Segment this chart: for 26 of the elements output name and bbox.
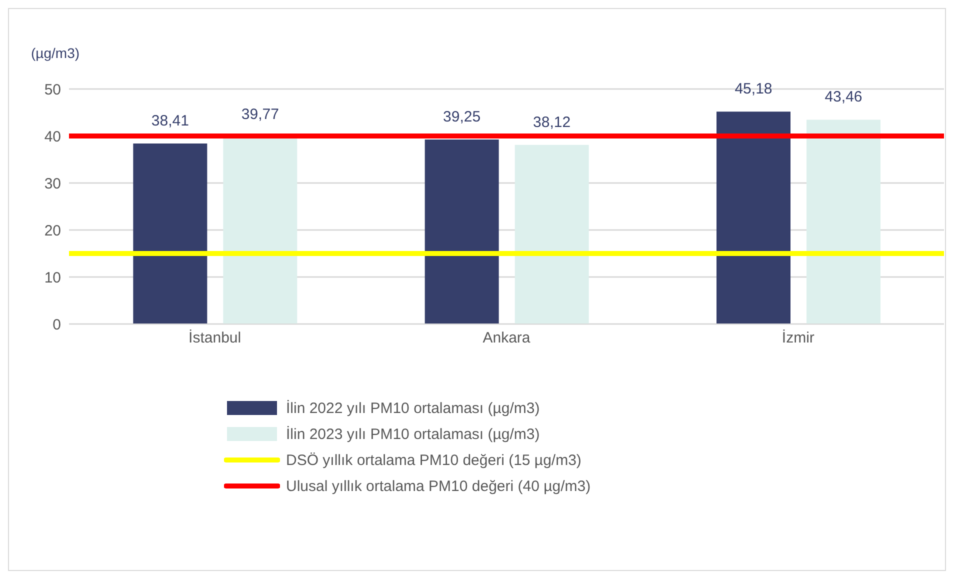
- y-tick-label: 40: [44, 128, 61, 146]
- text: 39,25: [443, 108, 481, 126]
- text: 38,41: [151, 112, 189, 130]
- y-tick-label: 50: [44, 81, 61, 98]
- x-tick-label: İzmir: [782, 328, 814, 347]
- y-tick-label: 20: [44, 222, 61, 240]
- legend-label: İlin 2023 yılı PM10 ortalaması (µg/m3): [286, 426, 540, 442]
- text: 45,18: [734, 80, 772, 98]
- legend-label: Ulusal yıllık ortalama PM10 değeri (40 µg/m3): [286, 478, 591, 494]
- bar: [424, 140, 499, 324]
- y-tick-label: 10: [44, 269, 61, 286]
- legend-label: İlin 2022 yılı PM10 ortalaması (µg/m3): [286, 400, 540, 416]
- text: 39,77: [241, 106, 279, 124]
- x-tick-label: Ankara: [482, 330, 531, 347]
- legend-label: DSÖ yıllık ortalama PM10 değeri (15 µg/m3): [286, 452, 582, 468]
- x-tick-label: İstanbul: [188, 328, 242, 347]
- bar: [806, 120, 880, 324]
- bar: [514, 144, 589, 324]
- text: 38,12: [533, 114, 571, 131]
- bar: [223, 137, 298, 324]
- text: 43,46: [824, 88, 862, 106]
- bar: [133, 143, 208, 324]
- y-tick-label: 0: [52, 316, 61, 334]
- bar: [716, 112, 790, 324]
- y-axis-title: (µg/m3): [31, 45, 80, 61]
- y-tick-label: 30: [44, 175, 61, 192]
